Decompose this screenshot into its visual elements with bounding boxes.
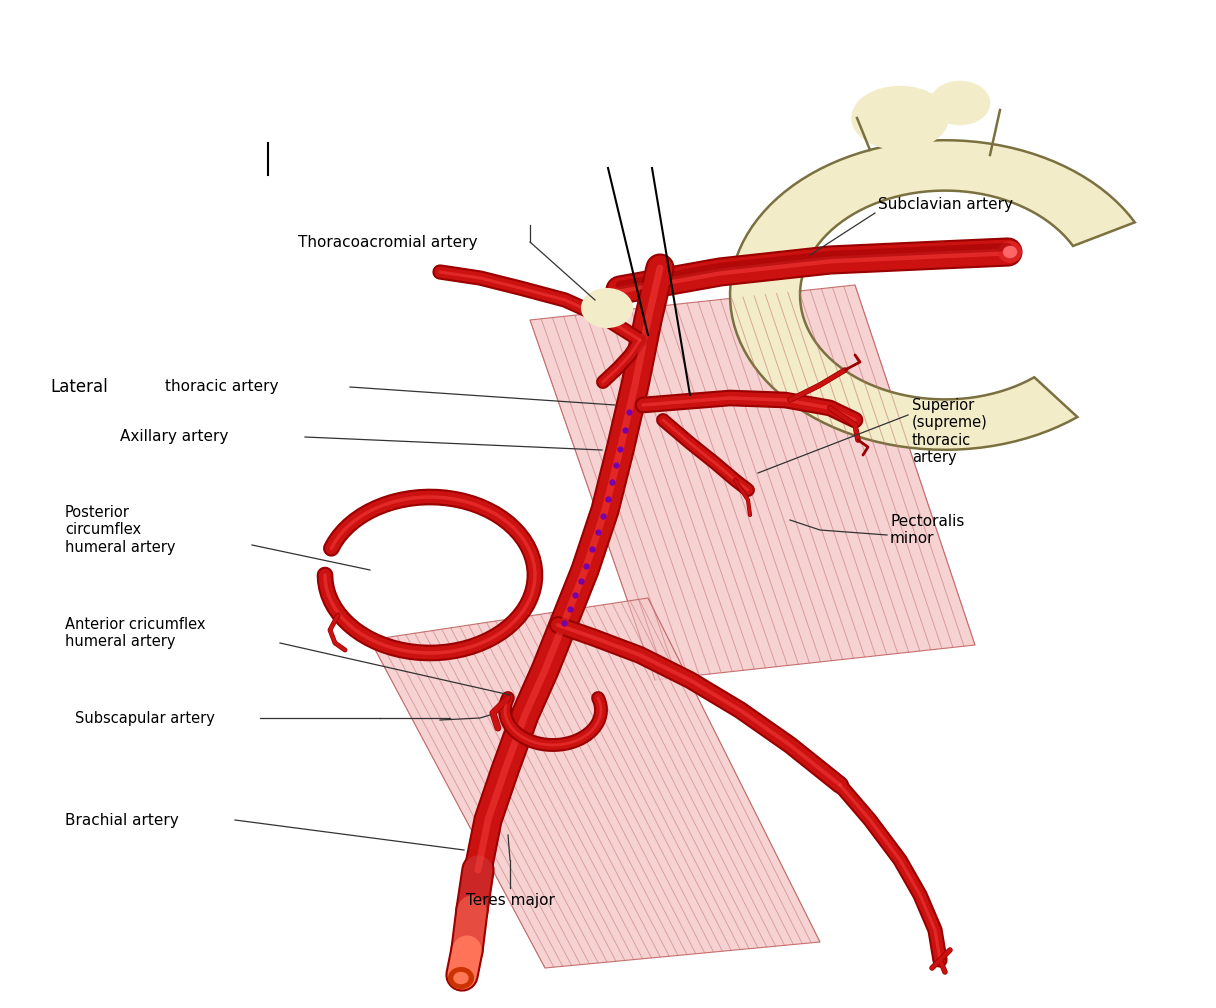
Text: Axillary artery: Axillary artery xyxy=(120,429,229,445)
Polygon shape xyxy=(730,140,1135,450)
Text: Thoracoacromial artery: Thoracoacromial artery xyxy=(298,235,478,250)
Text: Pectoralis
minor: Pectoralis minor xyxy=(890,514,964,546)
Ellipse shape xyxy=(1000,242,1021,262)
Text: Brachial artery: Brachial artery xyxy=(64,812,179,828)
Ellipse shape xyxy=(454,973,468,984)
Ellipse shape xyxy=(852,87,947,149)
Ellipse shape xyxy=(931,82,989,124)
Text: thoracic artery: thoracic artery xyxy=(165,379,278,394)
Ellipse shape xyxy=(582,289,632,327)
Text: Superior
(supreme)
thoracic
artery: Superior (supreme) thoracic artery xyxy=(912,398,987,466)
Text: Lateral: Lateral xyxy=(50,378,108,396)
Text: Teres major: Teres major xyxy=(466,892,554,907)
Polygon shape xyxy=(370,598,820,968)
Ellipse shape xyxy=(1003,247,1017,257)
Text: Posterior
circumflex
humeral artery: Posterior circumflex humeral artery xyxy=(64,505,175,554)
Text: Subclavian artery: Subclavian artery xyxy=(878,198,1013,213)
Text: Subscapular artery: Subscapular artery xyxy=(75,711,215,726)
Polygon shape xyxy=(530,285,975,680)
Ellipse shape xyxy=(449,968,473,988)
Text: Anterior cricumflex
humeral artery: Anterior cricumflex humeral artery xyxy=(64,617,206,649)
